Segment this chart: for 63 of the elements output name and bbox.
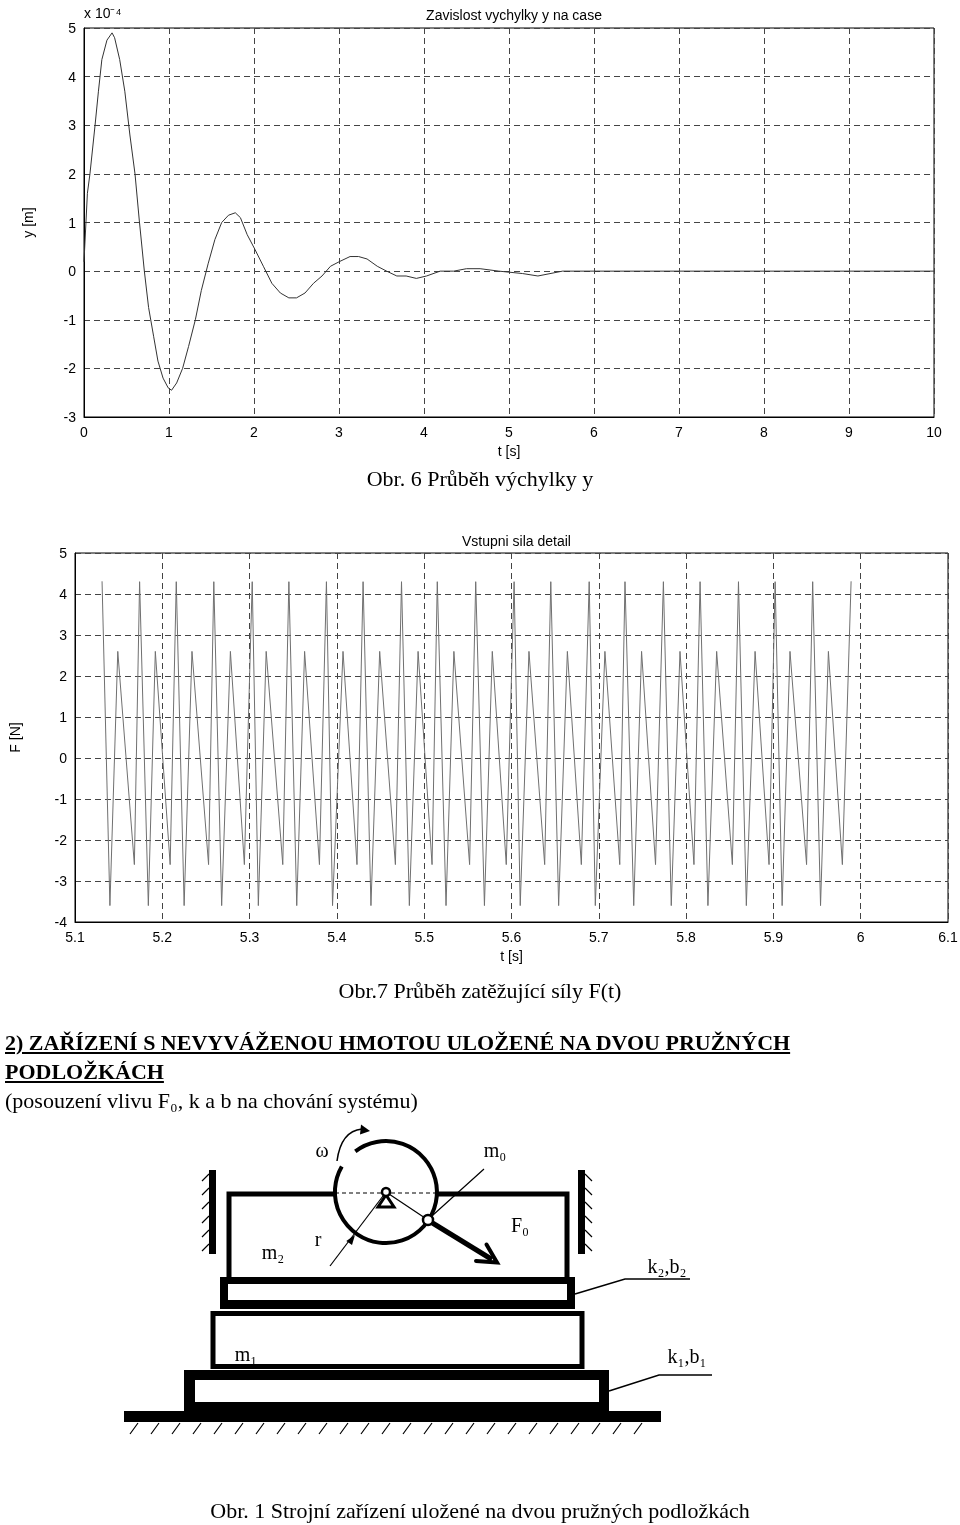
y-tick-label: 4 — [59, 586, 68, 602]
text: k₂,b₂ — [647, 1255, 687, 1277]
x-tick-label: 5.5 — [414, 929, 435, 945]
x-tick-label: 6.1 — [938, 929, 958, 945]
y-tick-label: 1 — [59, 709, 68, 725]
y-tick-label: 4 — [68, 68, 77, 85]
y-tick-label: -2 — [54, 832, 68, 848]
text: Obr. 6 Průběh výchylky y — [366, 465, 594, 491]
x-tick-label: 6 — [590, 424, 599, 440]
x-tick-label: 5.7 — [589, 929, 609, 945]
line-series — [83, 32, 935, 391]
x-tick-label: 1 — [165, 424, 174, 440]
x-tick-label: 5.6 — [501, 929, 522, 945]
y-tick-label: -3 — [54, 873, 68, 889]
text: m₀ — [483, 1139, 507, 1161]
y-axis-title: F [N] — [7, 722, 23, 753]
text: x 10⁻⁴ — [84, 5, 122, 21]
x-tick-label: 8 — [760, 424, 769, 440]
x-tick-label: 5.1 — [65, 929, 85, 945]
y-tick-label: 5 — [68, 20, 77, 36]
x-tick-label: 7 — [675, 424, 684, 440]
text: Obr. 1 Strojní zařízení uložené na dvou pružných podložkách — [210, 1497, 750, 1523]
y-tick-label: -4 — [54, 914, 68, 930]
text: m₂ — [261, 1241, 285, 1263]
y-tick-label: 0 — [68, 263, 77, 280]
x-axis-title: t [s] — [497, 443, 521, 459]
x-tick-label: 6 — [856, 929, 865, 945]
y-tick-label: -1 — [54, 791, 68, 807]
x-tick-label: 0 — [80, 424, 89, 440]
y-axis-title: y [m] — [20, 207, 36, 238]
x-tick-label: 10 — [926, 424, 942, 440]
x-tick-label: 2 — [250, 424, 259, 440]
y-tick-label: -1 — [63, 311, 77, 328]
x-tick-label: 5.3 — [239, 929, 260, 945]
text: Obr.7 Průběh zatěžující síly F(t) — [338, 977, 622, 1003]
y-tick-label: 1 — [68, 214, 77, 231]
text: k₁,b₁ — [667, 1345, 707, 1367]
text: 2) ZAŘÍZENÍ S NEVYVÁŽENOU HMOTOU ULOŽENÉ NA DVOU PRUŽNÝCH PODLOŽKÁCH — [5, 1030, 791, 1084]
chart-title: Vstupni sila detail — [462, 533, 571, 549]
x-tick-label: 9 — [845, 424, 854, 440]
y-tick-label: -3 — [63, 409, 77, 425]
y-tick-label: 3 — [59, 627, 68, 643]
y-tick-label: 5 — [59, 545, 68, 561]
text: ω — [315, 1139, 329, 1161]
x-tick-label: 3 — [335, 424, 344, 440]
line-series — [101, 581, 852, 907]
y-tick-label: -2 — [63, 360, 77, 377]
y-tick-label: 0 — [59, 750, 68, 766]
x-tick-label: 5.8 — [676, 929, 697, 945]
y-tick-label: 3 — [68, 117, 77, 134]
text: r — [314, 1228, 322, 1250]
y-tick-label: 2 — [59, 668, 68, 684]
y-tick-label: 2 — [68, 165, 77, 182]
chart-title: Zavislost vychylky y na case — [426, 7, 603, 23]
x-tick-label: 5.4 — [327, 929, 347, 945]
x-tick-label: 5.2 — [152, 929, 173, 945]
text: F₀ — [510, 1214, 530, 1236]
text: m₁ — [234, 1343, 258, 1365]
text: (posouzení vlivu F₀, k a b na chování systému) — [5, 1087, 418, 1115]
x-tick-label: 4 — [420, 424, 429, 440]
x-tick-label: 5 — [505, 424, 514, 440]
x-tick-label: 5.9 — [763, 929, 784, 945]
x-axis-title: t [s] — [500, 947, 523, 964]
